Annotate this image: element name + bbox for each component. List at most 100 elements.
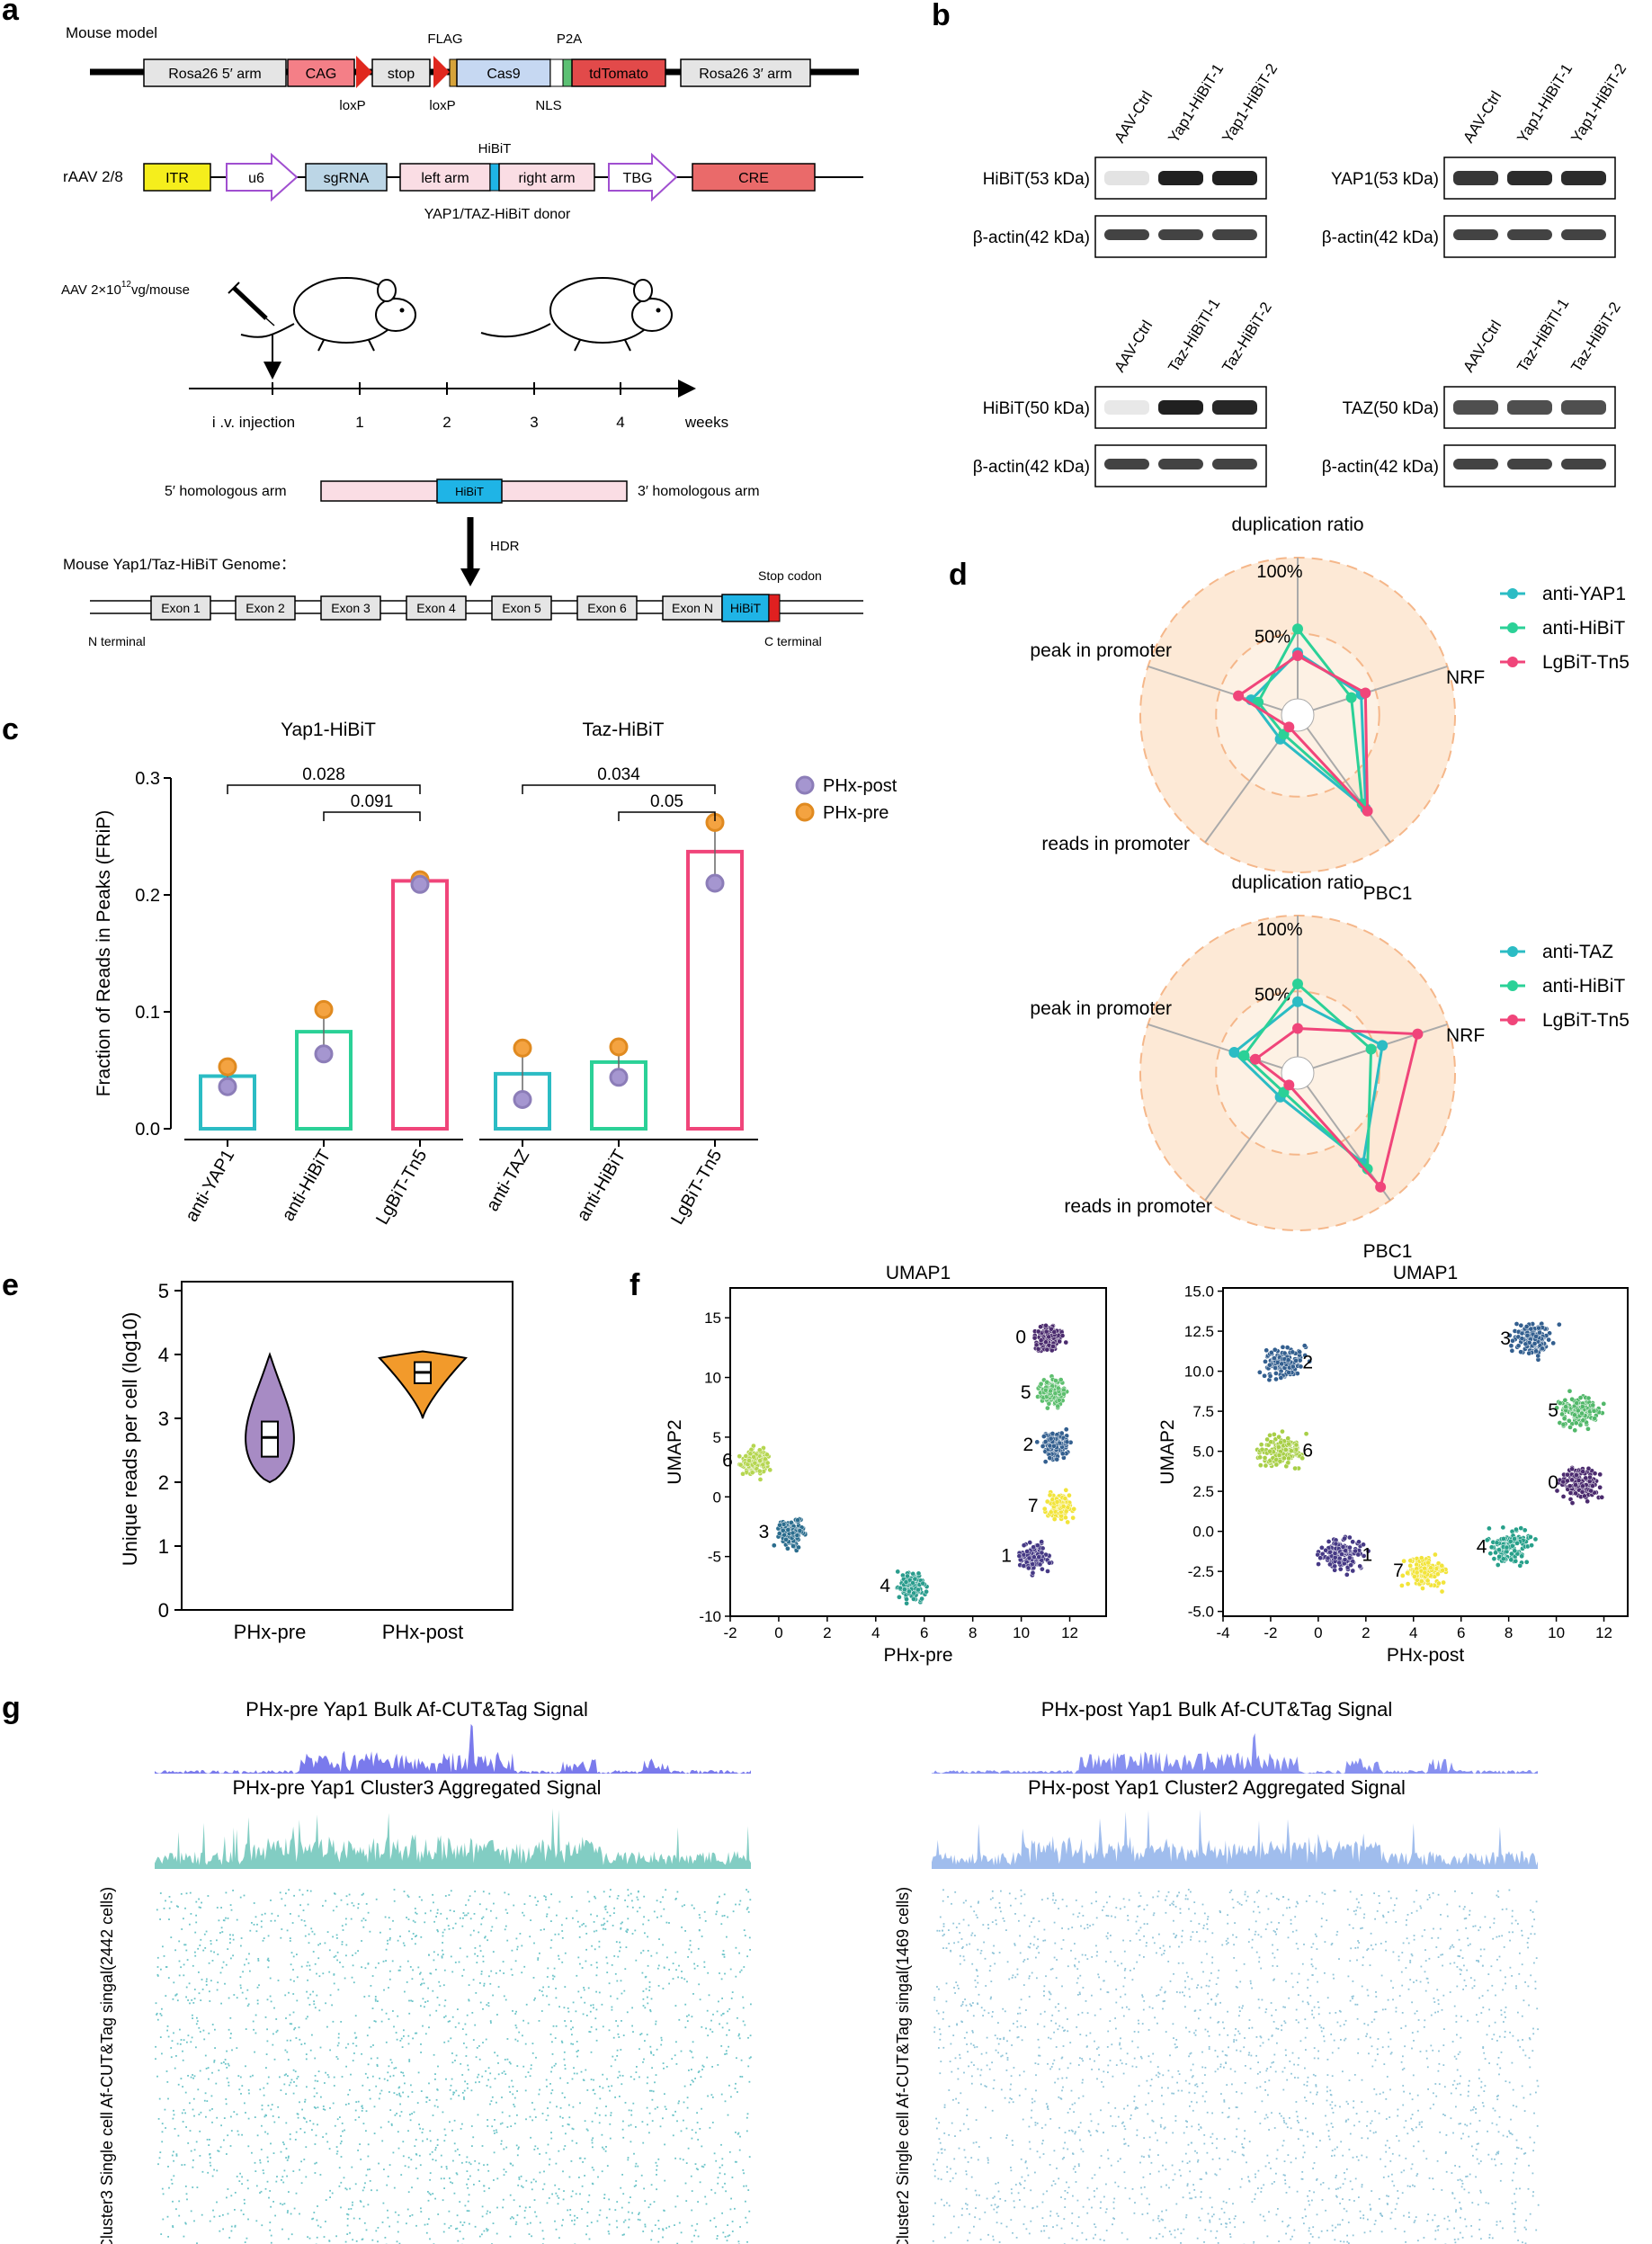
cell-dot: [539, 1989, 540, 1991]
cell-dot: [633, 2152, 635, 2155]
cell-dot: [628, 2124, 630, 2127]
cell-dot: [362, 2107, 364, 2109]
cell-dot: [648, 1986, 651, 1989]
cell-dot: [644, 1932, 646, 1935]
cell-dot: [510, 2125, 513, 2127]
cell-dot: [451, 2016, 454, 2018]
cell-dot: [211, 2108, 213, 2110]
radar-ring-label-100: 100%: [1256, 920, 1302, 940]
umap-point: [790, 1543, 796, 1549]
umap-point: [1567, 1483, 1573, 1489]
cell-dot: [267, 2076, 270, 2079]
cell-dot: [648, 1981, 651, 1983]
cell-dot: [664, 2143, 665, 2146]
cell-dot: [313, 1933, 316, 1936]
cell-dot: [595, 1962, 598, 1963]
cell-dot: [567, 2209, 569, 2212]
cell-dot: [229, 2016, 232, 2019]
cell-dot: [254, 2051, 255, 2053]
cell-dot: [558, 1958, 560, 1961]
umap-point: [1559, 1411, 1565, 1417]
cell-dot: [656, 1952, 658, 1954]
cell-dot: [415, 2224, 417, 2227]
cell-dot: [157, 2118, 160, 2120]
umap-point: [1059, 1451, 1066, 1457]
cell-dot: [627, 1918, 630, 1920]
cell-dot: [292, 1969, 294, 1971]
cell-dot: [483, 2230, 486, 2232]
cell-dot: [333, 1973, 335, 1976]
cell-dot: [228, 2064, 230, 2067]
cell-dot: [233, 2111, 236, 2113]
cell-dot: [292, 2092, 295, 2095]
p-value-label: 0.028: [302, 765, 345, 784]
cell-dot: [204, 2054, 207, 2057]
y-axis-label: Fraction of Reads in Peaks (FRiP): [94, 810, 114, 1097]
cell-dot: [267, 1966, 270, 1969]
cell-dot: [162, 2218, 165, 2221]
blot-lane-label: Yap1-HiBiT-1: [1165, 60, 1227, 146]
cell-dot: [283, 2203, 286, 2205]
umap-point: [1512, 1548, 1518, 1554]
cell-dot: [561, 1924, 563, 1927]
legend-label: LgBiT-Tn5: [1542, 652, 1630, 673]
cell-dot: [299, 1904, 301, 1907]
cell-dot: [227, 2062, 229, 2065]
cell-dot: [223, 2117, 226, 2119]
c-terminal-label: C terminal: [764, 634, 822, 648]
cell-dot: [604, 1928, 607, 1930]
radar-point: [1233, 690, 1245, 702]
cell-dot: [326, 2025, 328, 2028]
cell-dot: [272, 2201, 274, 2203]
blot-row-label: β-actin(42 kDa): [1322, 458, 1439, 477]
umap-point: [1574, 1472, 1579, 1478]
cell-dot: [367, 1962, 370, 1965]
cell-dot: [434, 2197, 436, 2200]
umap-point: [1518, 1349, 1523, 1355]
cell-dot: [353, 2052, 355, 2054]
cell-dot: [486, 1908, 487, 1910]
umap-point: [915, 1570, 922, 1577]
significance-bracket: [227, 784, 421, 794]
cell-dot: [211, 1960, 214, 1962]
x-tick-label: 2: [1362, 1624, 1370, 1641]
cell-dot: [609, 1915, 612, 1917]
cell-dot: [555, 2062, 557, 2065]
cell-dot: [253, 1902, 255, 1904]
cell-dot: [451, 2052, 453, 2054]
cell-dot: [527, 2022, 530, 2025]
cell-dot: [454, 2150, 457, 2152]
umap-point: [1062, 1496, 1068, 1501]
cell-dot: [460, 2062, 462, 2065]
y-tick-label: 15.0: [1184, 1283, 1214, 1301]
cell-dot: [466, 2210, 469, 2212]
cell-dot: [720, 2093, 723, 2096]
cell-dot: [187, 2142, 190, 2144]
cell-dot: [513, 1904, 515, 1907]
blot-band: [1561, 171, 1606, 185]
cell-dot: [429, 2140, 432, 2142]
radar-point: [1412, 1028, 1424, 1040]
cell-dot: [644, 2200, 647, 2202]
umap-point: [1063, 1508, 1069, 1515]
blot-lane-label: AAV-Ctrl: [1111, 88, 1156, 146]
cell-dot: [268, 2196, 270, 2199]
cell-dot: [225, 2103, 228, 2105]
cell-dot: [683, 2085, 686, 2088]
cell-dot: [442, 2231, 445, 2233]
cell-dot: [402, 2141, 405, 2143]
umap-point: [1262, 1455, 1268, 1461]
x-tick-label: anti-TAZ: [483, 1147, 534, 1215]
umap-point: [1592, 1416, 1597, 1421]
cell-dot: [581, 2185, 584, 2187]
cell-dot: [579, 1962, 581, 1965]
umap-point: [1514, 1321, 1520, 1327]
cell-dot: [354, 1952, 357, 1954]
cell-dot: [650, 2239, 653, 2241]
cell-dot: [270, 2108, 272, 2111]
cell-dot: [325, 2199, 327, 2201]
cell-dot: [684, 1930, 686, 1932]
x-tick-label: -2: [1264, 1624, 1277, 1641]
cell-dot: [326, 2074, 329, 2076]
cell-dot: [716, 1902, 719, 1904]
